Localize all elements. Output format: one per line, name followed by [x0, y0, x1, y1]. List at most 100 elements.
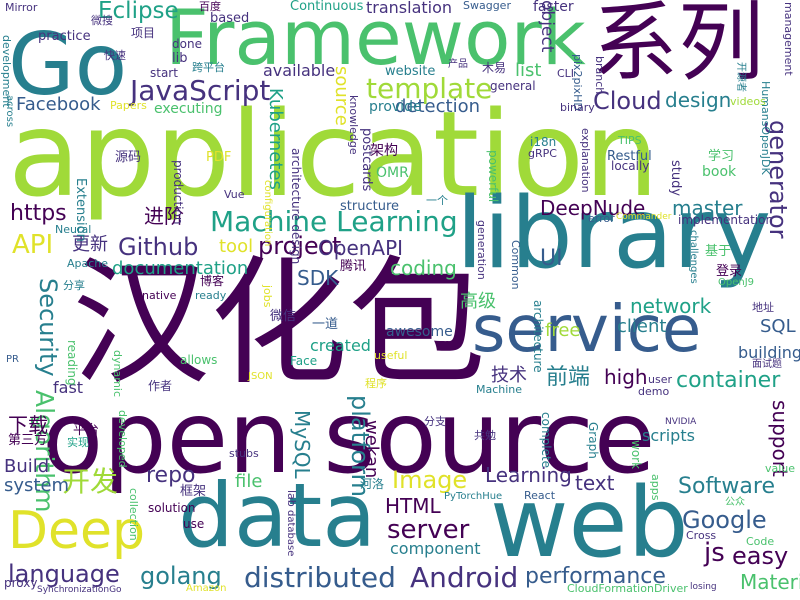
cloud-word: start [150, 66, 178, 80]
cloud-word: 共勉 [474, 429, 496, 442]
cloud-word: 系列 [592, 0, 764, 93]
cloud-word: Amazon [186, 583, 227, 594]
cloud-word: 程序 [365, 377, 387, 390]
cloud-word: solution [148, 501, 196, 515]
cloud-word: fast [53, 378, 84, 397]
cloud-word: Android [410, 561, 519, 594]
cloud-word: Kubernetes [265, 88, 286, 190]
cloud-word: apps [649, 474, 662, 501]
cloud-word: server [387, 515, 470, 545]
cloud-word: branch [593, 56, 606, 95]
cloud-word: postcards [359, 128, 374, 192]
cloud-word: API [12, 230, 54, 260]
cloud-word: Papers [110, 99, 147, 112]
cloud-word: file [235, 471, 263, 492]
cloud-word: production [171, 160, 185, 225]
cloud-word: Restful [607, 149, 652, 164]
cloud-word: application [8, 85, 659, 223]
cloud-word: scripts [642, 426, 695, 445]
cloud-word: 一道 [312, 317, 339, 332]
cloud-word: open source [42, 379, 656, 496]
cloud-word: js [704, 538, 725, 568]
cloud-word: user [648, 373, 672, 386]
cloud-word: translation [366, 0, 453, 17]
cloud-word: component [390, 539, 481, 558]
cloud-word: web [490, 467, 689, 579]
cloud-word: Code [746, 535, 775, 548]
cloud-word: reading [65, 340, 79, 386]
cloud-word: 分享 [63, 279, 85, 292]
cloud-word: Google [682, 506, 767, 534]
cloud-word: coding [390, 256, 457, 280]
cloud-word: performance [525, 564, 666, 589]
cloud-word: 源码 [115, 150, 142, 165]
cloud-word: design [665, 88, 732, 112]
cloud-word: distributed [244, 561, 396, 594]
cloud-word: 开源者 [735, 62, 746, 92]
cloud-word: service [472, 293, 702, 367]
cloud-word: Mirror [5, 1, 38, 14]
cloud-word: implementation [678, 213, 774, 227]
cloud-word: CLI [557, 67, 575, 80]
cloud-word: Commander [616, 212, 672, 222]
cloud-word: across [4, 95, 15, 128]
cloud-word: created [310, 336, 371, 355]
cloud-word: list [515, 60, 542, 81]
cloud-word: network [630, 294, 712, 318]
cloud-word: 第三方 [8, 433, 48, 448]
cloud-word: PyTorchHue [444, 491, 503, 502]
cloud-word: management [782, 2, 795, 76]
cloud-word: 公众 [725, 497, 745, 508]
cloud-word: building [738, 343, 800, 362]
cloud-word: React [524, 489, 556, 502]
cloud-word: container [676, 368, 781, 393]
cloud-word: gRPC [528, 147, 557, 160]
cloud-word: structure [340, 199, 399, 214]
cloud-word: configuration [262, 180, 273, 247]
cloud-word: easy [732, 542, 789, 570]
cloud-word: Cross [686, 529, 717, 542]
cloud-word: golang [140, 562, 222, 590]
cloud-word: https [10, 201, 67, 226]
cloud-word: project [258, 232, 342, 260]
cloud-word: jobs [261, 285, 274, 308]
cloud-word: Machine Learning [210, 205, 458, 238]
cloud-word: Security [34, 278, 62, 377]
cloud-word: 面试题 [752, 359, 782, 370]
cloud-word: Image [392, 466, 468, 494]
cloud-word: Eclipse [98, 0, 179, 24]
cloud-word: 高级 [460, 291, 496, 312]
cloud-word: 框架 [180, 484, 207, 499]
cloud-word: SQL [760, 316, 796, 337]
cloud-word: Continuous [290, 0, 364, 14]
cloud-word: allows [180, 353, 218, 367]
cloud-word: 微信 [270, 309, 297, 324]
cloud-word: Framework [165, 0, 586, 82]
cloud-word: SDK [297, 266, 339, 290]
cloud-word: provide [369, 99, 422, 115]
cloud-word: OpenAPI [318, 236, 404, 260]
cloud-word: proxy [4, 576, 38, 590]
cloud-word: NVIDIA [665, 417, 697, 427]
cloud-word: 腾讯 [340, 259, 367, 274]
cloud-word: 百度 [199, 0, 221, 13]
cloud-word: locally [611, 159, 650, 173]
cloud-word: library [456, 177, 772, 291]
cloud-word: Github [118, 233, 199, 261]
cloud-word: object [537, 0, 557, 53]
cloud-word: 地址 [752, 301, 774, 314]
cloud-word: study [668, 160, 683, 197]
cloud-word: Machine [476, 383, 523, 396]
cloud-word: challenges [688, 230, 699, 284]
cloud-word: practice [38, 29, 91, 44]
cloud-word: powerful [486, 150, 500, 203]
cloud-word: use [183, 517, 205, 531]
cloud-word: Neural [55, 223, 92, 236]
cloud-word: template [366, 72, 493, 105]
cloud-word: Software [678, 474, 775, 499]
cloud-word: general [490, 79, 536, 93]
cloud-word: Learning [485, 463, 572, 487]
cloud-word: Apache [67, 257, 109, 270]
cloud-word: 分支 [424, 415, 446, 428]
